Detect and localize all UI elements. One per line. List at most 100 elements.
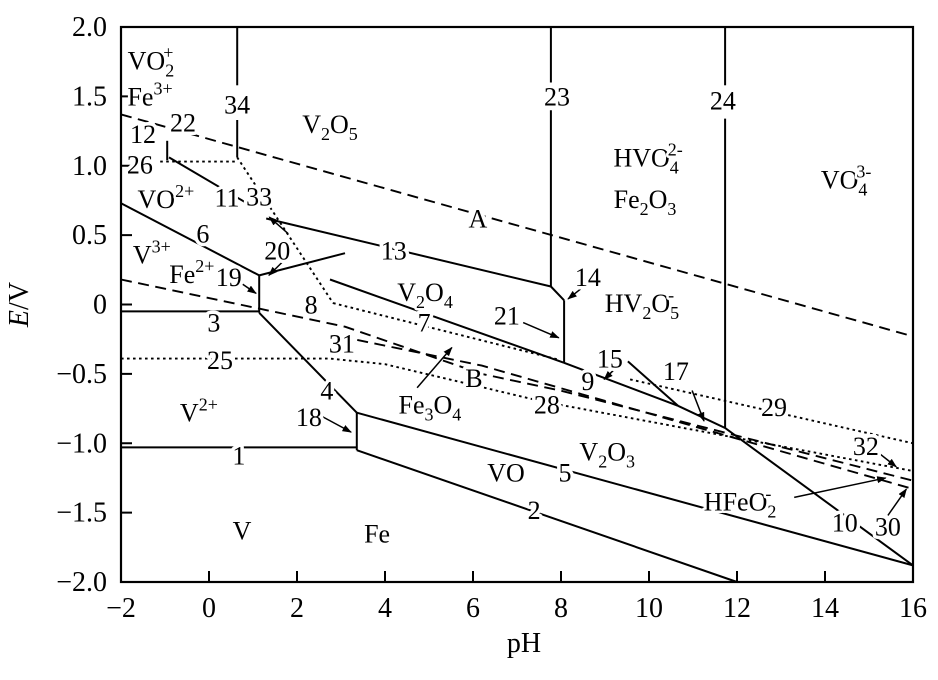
line-label-17: 17	[663, 357, 689, 386]
y-tick-label-0: 2.0	[72, 12, 107, 43]
x-axis-title: pH	[507, 628, 541, 659]
line-label-9: 9	[581, 367, 594, 396]
line-label-22: 22	[170, 109, 196, 138]
line-label-15: 15	[597, 345, 623, 374]
x-tick-label-6: 10	[635, 593, 663, 624]
boundary-line-29	[629, 378, 914, 445]
annotation-arrow-15	[603, 366, 618, 381]
line-label-2: 2	[528, 496, 541, 525]
line-label-20: 20	[264, 236, 290, 265]
line-label-11: 11	[215, 184, 240, 213]
region-label-Fe2O3: Fe2O3	[614, 185, 677, 219]
region-label-VO4-3minus: VO43-	[821, 162, 872, 200]
region-label-HVO4-2minus: HVO42-	[613, 139, 682, 177]
line-label-3: 3	[207, 309, 220, 338]
annotation-arrow-17	[691, 390, 705, 422]
boundary-line-31-30	[339, 335, 914, 490]
boundary-line-7	[329, 278, 565, 364]
line-label-A: A	[468, 204, 487, 233]
region-label-HV2O5-minus: HV2O5-	[605, 285, 679, 323]
line-label-12: 12	[130, 120, 156, 149]
line-label-30: 30	[875, 513, 901, 542]
x-tick-label-4: 6	[466, 593, 480, 624]
y-tick-label-8: −2.0	[56, 567, 107, 598]
region-label-Fe: Fe	[364, 519, 390, 548]
boundary-line-2	[356, 449, 738, 583]
line-label-B: B	[465, 364, 482, 393]
annotation-arrow-32	[876, 450, 897, 468]
boundary-line-13	[265, 217, 552, 288]
line-label-4: 4	[320, 377, 333, 406]
y-tick-label-6: −1.0	[56, 428, 107, 459]
boundary-line-9	[563, 361, 679, 407]
line-label-13: 13	[381, 236, 407, 265]
y-tick-label-5: −0.5	[56, 359, 107, 390]
annotation-arrow-19	[239, 281, 257, 295]
y-tick-label-2: 1.0	[72, 151, 107, 182]
region-label-V2O5: V2O5	[302, 110, 358, 144]
x-tick-label-0: −2	[106, 593, 136, 624]
y-tick-label-7: −1.5	[56, 498, 107, 529]
region-label-V: V	[233, 517, 252, 546]
x-tick-label-7: 12	[723, 593, 751, 624]
line-label-24: 24	[710, 87, 736, 116]
region-label-V2O4: V2O4	[397, 278, 453, 312]
region-label-VO-2plus: VO2+	[138, 181, 195, 214]
line-label-28: 28	[534, 390, 560, 419]
region-label-Fe3O4: Fe3O4	[398, 390, 461, 424]
boundary-line-A-22	[120, 113, 914, 338]
line-label-26: 26	[127, 150, 153, 179]
region-label-V-2plus: V2+	[180, 395, 218, 428]
line-label-7: 7	[418, 309, 431, 338]
region-label-HFeO2-minus: HFeO2-	[704, 484, 777, 522]
boundary-line-25-28-32	[121, 357, 914, 472]
annotation-arrow-33	[268, 216, 289, 235]
region-label-V-3plus: V3+	[133, 237, 171, 270]
line-label-14: 14	[575, 263, 601, 292]
region-label-Fe3-plus: Fe3+	[127, 78, 172, 111]
line-label-10: 10	[832, 508, 858, 537]
line-label-32: 32	[853, 432, 879, 461]
y-axis-title: E/V	[4, 282, 35, 328]
boundary-line-4	[258, 312, 358, 414]
line-label-1: 1	[232, 442, 245, 471]
region-label-VO: VO	[487, 458, 525, 487]
annotation-arrow-Fe3O4	[416, 346, 453, 389]
x-tick-label-1: 0	[202, 593, 216, 624]
x-tick-label-5: 8	[554, 593, 568, 624]
annotation-arrow-30	[887, 488, 908, 516]
region-label-VO2-plus: VO2+	[128, 42, 175, 80]
line-label-31: 31	[329, 329, 355, 358]
boundary-line-5	[356, 411, 914, 567]
boundary-line-33	[236, 156, 334, 304]
annotation-arrow-18	[317, 413, 352, 433]
x-tick-label-2: 2	[290, 593, 304, 624]
line-label-25: 25	[207, 346, 233, 375]
line-label-21: 21	[494, 302, 520, 331]
boundary-line-15	[627, 360, 679, 407]
annotation-arrow-20	[268, 260, 284, 276]
line-label-29: 29	[761, 393, 787, 422]
line-label-23: 23	[544, 82, 570, 111]
line-label-33: 33	[246, 182, 272, 211]
y-tick-label-1: 1.5	[72, 81, 107, 112]
boundary-line-B-10	[120, 278, 914, 482]
annotation-arrow-10-HFeO2	[794, 476, 887, 499]
boundary-line-14	[550, 285, 565, 301]
x-tick-label-8: 14	[811, 593, 839, 624]
line-label-18: 18	[296, 403, 322, 432]
boundary-line-11	[168, 156, 248, 205]
region-label-Fe-2plus: Fe2+	[169, 256, 214, 289]
annotation-arrow-21	[522, 321, 560, 339]
line-label-34: 34	[224, 91, 250, 120]
line-label-8: 8	[305, 291, 318, 320]
region-label-V2O3: V2O3	[579, 438, 635, 472]
y-tick-label-3: 0.5	[72, 220, 107, 251]
line-label-5: 5	[558, 458, 571, 487]
x-tick-label-3: 4	[378, 593, 392, 624]
line-label-6: 6	[196, 220, 209, 249]
y-tick-label-4: 0	[93, 290, 107, 321]
boundary-line-6	[120, 202, 260, 277]
x-tick-label-9: 16	[899, 593, 927, 624]
